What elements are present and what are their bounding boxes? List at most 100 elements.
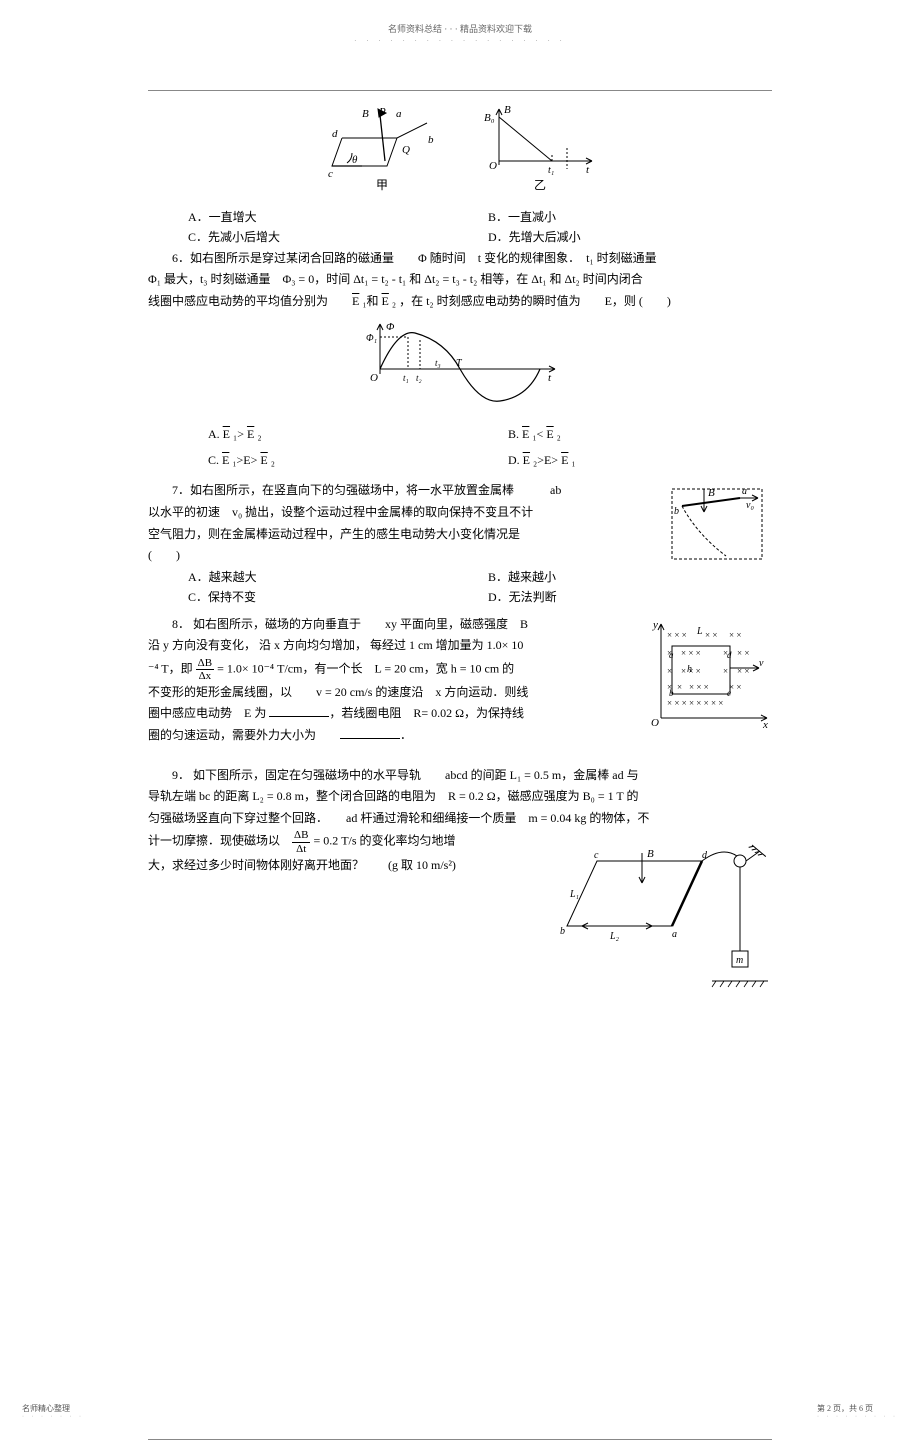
label-Phi1: Φ₁ — [366, 333, 377, 344]
label-v07: v₀ — [746, 500, 754, 511]
t: ₁>E> — [229, 453, 260, 467]
q6-optB: B. E ₁< E ₂ — [508, 424, 772, 444]
svg-text:× ×: × × — [729, 630, 741, 640]
label-O: O — [489, 160, 497, 172]
label-t1-6: t₁ — [403, 373, 409, 383]
q5-optB: B．一直减小 — [488, 207, 772, 227]
label-c9: c — [594, 850, 599, 861]
footer-left-dots: · · · · · · · — [22, 1414, 84, 1420]
label-L29: L₂ — [609, 931, 620, 942]
q7-opts-2: C．保持不变 D．无法判断 — [188, 587, 772, 607]
t: ₂ — [554, 427, 561, 441]
label-Phi: Φ — [386, 321, 395, 333]
q5-fig-yi: B₀ B O t₁ t 乙 — [484, 103, 599, 197]
q6-figure: Φ Φ₁ O t₁ t₂ t₃ T t — [148, 319, 772, 418]
t: ΔB — [292, 829, 310, 842]
label-d9: d — [702, 850, 708, 861]
t: E — [223, 427, 230, 441]
t: ⁻⁴ T，即 — [148, 661, 196, 675]
label-L19: L₁ — [569, 889, 579, 900]
q7-figure: B a b v₀ — [662, 484, 772, 568]
t: ₂ — [268, 453, 275, 467]
q5-optD: D．先增大后减小 — [488, 227, 772, 247]
svg-text:× × × × × × × ×: × × × × × × × × — [667, 698, 723, 708]
q9-frac: ΔBΔt — [292, 829, 310, 854]
q6-line2: Φ₁ 最大，t₃ 时刻磁通量 Φ₃ = 0，时间 Δt₁ = t₂ - t₁ 和… — [148, 269, 772, 291]
t: E — [260, 453, 267, 467]
label-O8: O — [651, 717, 659, 728]
label-t: t — [586, 164, 590, 176]
label-d: d — [332, 128, 338, 140]
page-header: 名师资料总结 · · · 精品资料欢迎下载 — [0, 0, 920, 35]
label-a9: a — [672, 929, 677, 940]
footer-right-text: 第 2 页，共 6 页 — [817, 1403, 898, 1414]
label-a7: a — [742, 486, 747, 497]
q7-opts-1: A．越来越大 B．越来越小 — [188, 567, 652, 587]
q6-E2: E — [382, 294, 389, 308]
label-theta: θ — [352, 154, 358, 166]
label-O6: O — [370, 372, 378, 384]
t: ，若线圈电阻 R= 0.02 Ω，为保持线 — [329, 706, 524, 720]
label-t-6: t — [548, 372, 552, 384]
q6-opts-1: A. E ₁> E ₂ B. E ₁< E ₂ — [208, 424, 772, 444]
q6-line3: 线圈中感应电动势的平均值分别为 E ₁和 E ₂ ，在 t₂ 时刻感应电动势的瞬… — [148, 291, 772, 313]
label-c8: c — [727, 688, 731, 698]
footer-left: 名师精心整理 · · · · · · · — [22, 1403, 84, 1420]
label-cap-yi: 乙 — [534, 178, 546, 192]
blank — [340, 727, 400, 739]
label-Q: Q — [402, 144, 410, 156]
svg-text:× × ×: × × × — [667, 630, 687, 640]
q9-figure: c d b a B L₁ L₂ m — [552, 831, 772, 1005]
label-P: P — [378, 106, 386, 118]
label-T-6: T — [456, 358, 463, 369]
label-x8: x — [762, 719, 768, 728]
label-b8: b — [669, 688, 674, 698]
label-t1: t₁ — [548, 165, 554, 176]
t: E — [523, 453, 530, 467]
label-L8: L — [696, 626, 703, 637]
t: ₂ — [254, 427, 261, 441]
svg-text:× ×: × × — [737, 648, 749, 658]
label-B0: B₀ — [484, 112, 495, 124]
svg-text:×: × — [723, 666, 728, 676]
label-cap-jia: 甲 — [376, 178, 388, 192]
t: C. — [208, 453, 222, 467]
q5-optC: C．先减小后增大 — [188, 227, 488, 247]
t: D. — [508, 453, 523, 467]
footer-right-dots: · · · · · · · · · — [817, 1414, 898, 1420]
q9-line3: 匀强磁场竖直向下穿过整个回路． ad 杆通过滑轮和细绳接一个质量 m = 0.0… — [148, 808, 772, 830]
q9-line2: 导轨左端 bc 的距离 L₂ = 0.8 m，整个闭合回路的电阻为 R = 0.… — [148, 786, 772, 808]
label-t3-6: t₃ — [435, 358, 441, 368]
q7-optC: C．保持不变 — [188, 587, 488, 607]
svg-text:× × ×: × × × — [689, 682, 709, 692]
label-B7: B — [708, 487, 715, 499]
q5-opts-1: A．一直增大 B．一直减小 — [188, 207, 772, 227]
t: = 0.2 T/s 的变化率均匀地增 — [310, 834, 455, 848]
q6-l3b: ₁和 — [359, 294, 381, 308]
q8-figure: × × ×× ×× × ×× × ××× × ×× × ××× × ××× × … — [647, 618, 772, 732]
t: ． — [400, 728, 412, 742]
t: 计一切摩擦．现使磁场以 — [148, 834, 292, 848]
content-area: a b c d B P Q θ 甲 — [148, 90, 772, 1440]
blank — [269, 705, 329, 717]
t: A. — [208, 427, 223, 441]
label-t2-6: t₂ — [416, 373, 422, 383]
t: ₂>E> — [530, 453, 561, 467]
page-header-dots: · · · · · · · · · · · · · · · · · · — [0, 37, 920, 45]
t: E — [546, 427, 553, 441]
q7-optB: B．越来越小 — [488, 567, 652, 587]
label-B: B — [362, 108, 369, 120]
footer-left-text: 名师精心整理 — [22, 1403, 84, 1414]
label-b: b — [428, 134, 434, 146]
label-v8: v — [759, 658, 764, 669]
label-B9: B — [647, 848, 654, 860]
t: 圈中感应电动势 E 为 — [148, 706, 269, 720]
q6-optD: D. E ₂>E> E ₁ — [508, 450, 772, 470]
label-d8: d — [727, 650, 732, 660]
label-b7: b — [674, 506, 679, 517]
label-m9: m — [736, 955, 743, 966]
t: Δx — [196, 670, 214, 682]
label-B2: B — [504, 104, 511, 116]
q7-optA: A．越来越大 — [188, 567, 488, 587]
q9-line1: 9． 如下图所示，固定在匀强磁场中的水平导轨 abcd 的间距 L₁ = 0.5… — [148, 765, 772, 787]
